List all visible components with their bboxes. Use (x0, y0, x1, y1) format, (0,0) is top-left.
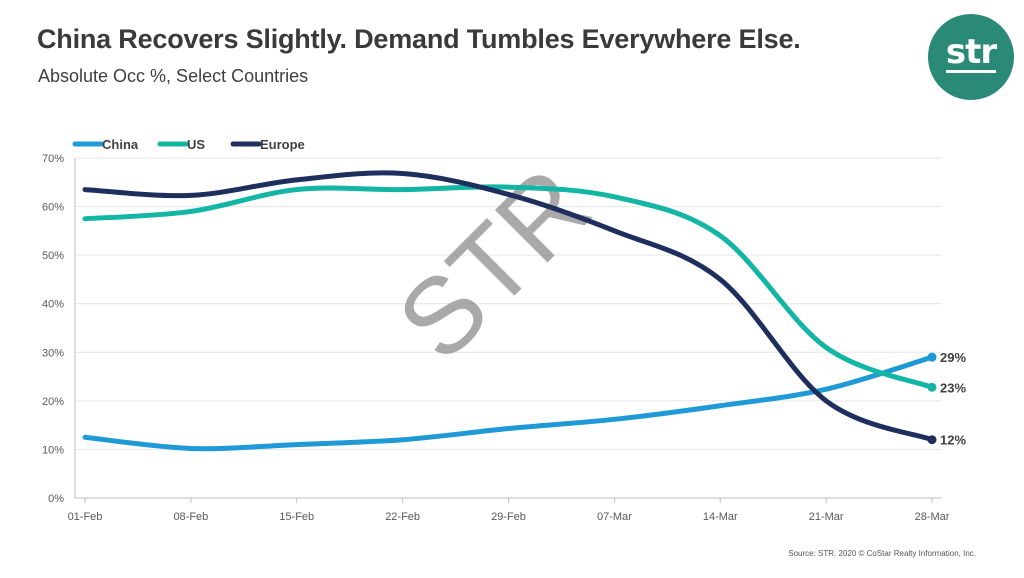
y-tick-label: 10% (42, 444, 64, 456)
x-tick-label: 22-Feb (385, 511, 420, 523)
x-tick-label: 07-Mar (597, 511, 632, 523)
x-tick-label: 29-Feb (491, 511, 526, 523)
series-line-europe (82, 170, 935, 443)
data-label-europe: 12% (940, 433, 966, 448)
y-tick-label: 20% (42, 396, 64, 408)
y-tick-label: 40% (42, 299, 64, 311)
y-tick-label: 0% (48, 493, 64, 505)
legend-label-us: US (187, 137, 205, 152)
chart-title: China Recovers Slightly. Demand Tumbles … (37, 24, 801, 54)
y-tick-label: 60% (42, 202, 64, 214)
x-tick-label: 15-Feb (279, 511, 314, 523)
data-label-us: 23% (940, 380, 966, 395)
x-tick-label: 14-Mar (703, 511, 738, 523)
data-label-china: 29% (940, 350, 966, 365)
legend-label-china: China (102, 137, 139, 152)
str-logo-text: str (945, 32, 997, 73)
x-tick-label: 01-Feb (68, 511, 103, 523)
source-note: Source: STR. 2020 © CoStar Realty Inform… (788, 549, 976, 558)
y-tick-label: 70% (42, 153, 64, 165)
series-end-point-europe (927, 435, 937, 445)
y-tick-label: 30% (42, 347, 64, 359)
x-tick-label: 21-Mar (809, 511, 844, 523)
series-line-china (82, 354, 935, 452)
series-end-point-us (927, 382, 937, 392)
series-end-point-china (927, 352, 937, 362)
x-tick-label: 08-Feb (173, 511, 208, 523)
series-line-us (82, 184, 935, 390)
str-logo: str (928, 14, 1014, 100)
chart-subtitle: Absolute Occ %, Select Countries (38, 66, 309, 86)
x-tick-label: 28-Mar (915, 511, 950, 523)
legend-label-europe: Europe (260, 137, 305, 152)
y-tick-label: 50% (42, 250, 64, 262)
str-watermark: STR (374, 144, 612, 382)
